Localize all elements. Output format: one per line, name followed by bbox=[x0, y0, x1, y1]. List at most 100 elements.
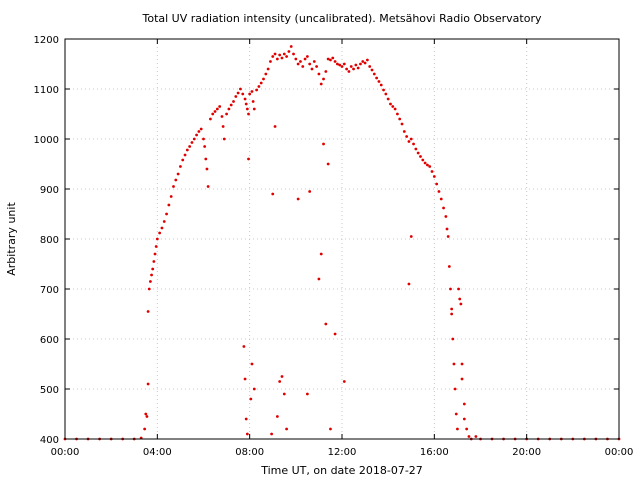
data-point bbox=[460, 377, 464, 381]
data-point bbox=[333, 332, 337, 336]
data-point bbox=[349, 65, 353, 68]
data-point bbox=[449, 287, 452, 291]
data-point bbox=[407, 140, 411, 143]
data-point bbox=[172, 185, 175, 188]
data-point bbox=[462, 417, 466, 421]
data-point bbox=[453, 387, 457, 391]
data-point bbox=[221, 125, 225, 128]
data-points bbox=[63, 45, 621, 441]
data-point bbox=[275, 57, 279, 61]
data-point bbox=[396, 112, 399, 116]
data-point bbox=[266, 67, 270, 71]
x-tick-label: 00:00 bbox=[51, 447, 80, 458]
data-point bbox=[379, 83, 383, 87]
data-point bbox=[322, 142, 325, 146]
data-point bbox=[249, 397, 253, 401]
data-point bbox=[361, 60, 365, 63]
data-point bbox=[248, 92, 252, 96]
data-point bbox=[442, 206, 445, 210]
data-point bbox=[421, 158, 425, 162]
data-point bbox=[409, 137, 413, 141]
data-point bbox=[324, 70, 328, 73]
data-point bbox=[185, 148, 189, 152]
data-point bbox=[282, 52, 286, 56]
y-tick-label: 700 bbox=[40, 285, 59, 296]
data-point bbox=[365, 58, 369, 62]
data-point bbox=[232, 100, 235, 103]
data-point bbox=[384, 92, 388, 96]
data-point bbox=[255, 88, 258, 92]
data-point bbox=[151, 267, 155, 271]
data-point bbox=[259, 81, 263, 85]
data-point bbox=[285, 427, 288, 431]
data-point bbox=[451, 337, 455, 341]
data-point bbox=[243, 377, 247, 381]
x-tick-label: 00:00 bbox=[605, 447, 634, 458]
data-point bbox=[285, 55, 288, 58]
data-point bbox=[152, 260, 156, 263]
data-point bbox=[179, 165, 182, 168]
data-point bbox=[155, 237, 159, 241]
data-point bbox=[225, 112, 228, 116]
data-point bbox=[271, 192, 275, 196]
data-point bbox=[322, 77, 325, 81]
x-tick-labels: 00:00 04:00 08:00 12:00 16:00 20:00 00:00 bbox=[51, 447, 634, 458]
y-tick-label: 1000 bbox=[34, 135, 59, 146]
data-point bbox=[405, 135, 409, 138]
data-point bbox=[211, 112, 215, 116]
data-point bbox=[158, 231, 162, 235]
data-point bbox=[312, 60, 316, 63]
data-point bbox=[308, 190, 312, 193]
data-point bbox=[252, 107, 256, 111]
data-point bbox=[202, 137, 205, 141]
data-point bbox=[416, 151, 420, 155]
data-point bbox=[271, 55, 275, 58]
x-tick-label: 04:00 bbox=[143, 447, 172, 458]
data-point bbox=[287, 50, 291, 53]
data-point bbox=[423, 161, 427, 165]
data-point bbox=[209, 117, 212, 121]
data-point bbox=[301, 65, 305, 68]
y-tick-labels: 400 500 600 700 800 900 1000 1100 1200 bbox=[34, 35, 59, 446]
data-point bbox=[278, 380, 282, 383]
data-point bbox=[244, 417, 248, 421]
data-point bbox=[273, 125, 277, 128]
data-point bbox=[192, 137, 196, 141]
data-point bbox=[447, 265, 451, 268]
data-point bbox=[398, 117, 402, 121]
data-point bbox=[402, 130, 406, 133]
data-point bbox=[389, 102, 392, 106]
y-tick-label: 900 bbox=[40, 185, 59, 196]
data-point bbox=[338, 63, 342, 67]
grid-lines bbox=[65, 39, 619, 439]
data-point bbox=[457, 287, 460, 291]
data-point bbox=[382, 88, 385, 92]
data-point bbox=[329, 427, 332, 431]
data-point bbox=[247, 112, 250, 116]
data-point bbox=[458, 297, 462, 301]
data-point bbox=[439, 197, 443, 201]
data-point bbox=[308, 62, 312, 66]
data-point bbox=[181, 158, 185, 162]
data-point bbox=[270, 432, 273, 436]
data-point bbox=[352, 67, 355, 71]
y-tick-label: 500 bbox=[40, 385, 59, 396]
data-point bbox=[444, 215, 448, 218]
data-point bbox=[386, 97, 390, 101]
data-point bbox=[215, 107, 219, 111]
data-point bbox=[456, 427, 459, 431]
data-point bbox=[227, 107, 231, 111]
data-point bbox=[143, 427, 147, 431]
chart-title: Total UV radiation intensity (uncalibrat… bbox=[142, 12, 542, 25]
y-tick-label: 1100 bbox=[34, 85, 59, 96]
data-point bbox=[218, 105, 222, 108]
data-point bbox=[278, 53, 282, 57]
data-point bbox=[245, 107, 249, 111]
data-point bbox=[303, 57, 307, 61]
data-point bbox=[305, 55, 309, 58]
data-point bbox=[162, 220, 166, 223]
data-point bbox=[347, 70, 351, 73]
data-point bbox=[167, 203, 171, 207]
x-tick-label: 08:00 bbox=[235, 447, 264, 458]
